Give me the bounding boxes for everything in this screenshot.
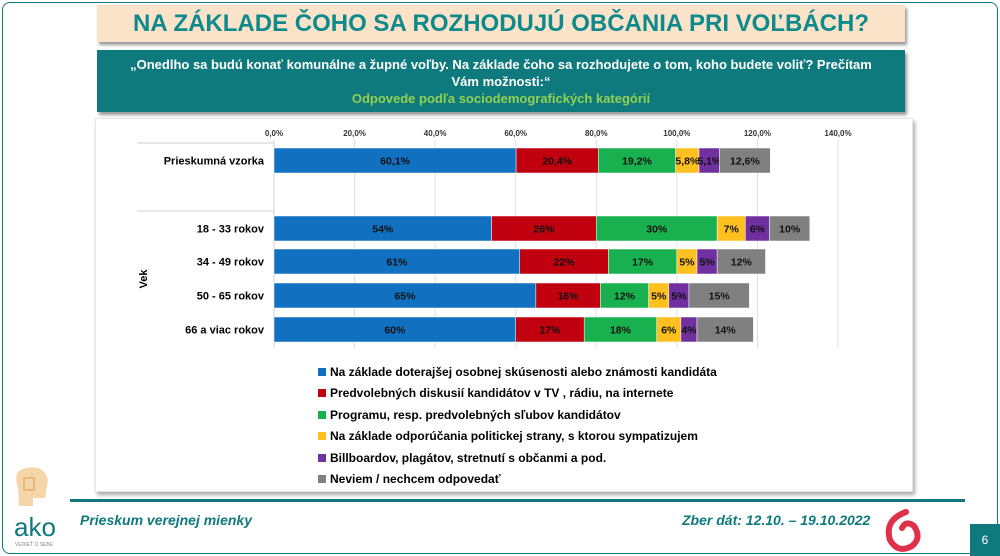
- ako-logo: ako VEDIEŤ O SEBE: [14, 467, 56, 548]
- legend-item: Neviem / nechcem odpovedať: [318, 469, 717, 491]
- data-label: 30%: [646, 224, 668, 236]
- bar-segment: [716, 248, 766, 275]
- category-label: Prieskumná vzorka: [164, 156, 265, 168]
- data-label: 16%: [558, 291, 580, 303]
- data-label: 17%: [632, 257, 654, 269]
- data-label: 12,6%: [730, 156, 760, 168]
- legend-item: Na základe doterajšej osobnej skúsenosti…: [318, 361, 717, 383]
- data-label: 61%: [386, 257, 408, 269]
- x-tick-label: 60,0%: [504, 129, 527, 138]
- data-label: 12%: [614, 291, 636, 303]
- legend-swatch: [318, 410, 326, 419]
- legend-item: Na základe odporúčania politickej strany…: [318, 426, 717, 448]
- legend: Na základe doterajšej osobnej skúsenosti…: [318, 361, 717, 490]
- footer-divider: [70, 499, 965, 502]
- data-label: 5,8%: [675, 156, 700, 168]
- bar-segment: [600, 282, 649, 309]
- data-label: 12%: [731, 257, 753, 269]
- bar-segment: [515, 316, 585, 343]
- data-label: 5%: [651, 291, 667, 303]
- footer-survey-name: Prieskum verejnej mienky: [80, 512, 252, 528]
- bar-segment: [598, 147, 676, 174]
- subtitle: Odpovede podľa sociodemografických kateg…: [351, 91, 651, 106]
- category-label: 66 a viac rokov: [185, 325, 265, 337]
- svg-text:VEDIEŤ O SEBE: VEDIEŤ O SEBE: [15, 540, 54, 548]
- group-label-vek: Vek: [138, 269, 150, 289]
- bar-segment: [519, 248, 609, 275]
- bar-segment: [491, 215, 597, 242]
- data-label: 22%: [554, 257, 576, 269]
- legend-label: Predvolebných diskusií kandidátov v TV ,…: [330, 386, 674, 401]
- category-label: 18 - 33 rokov: [197, 224, 265, 236]
- bar-segment: [745, 215, 770, 242]
- data-label: 19,2%: [622, 156, 652, 168]
- data-label: 14%: [715, 325, 737, 337]
- bar-segment: [596, 215, 718, 242]
- x-tick-label: 140,0%: [824, 129, 851, 138]
- legend-swatch: [318, 432, 326, 441]
- data-label: 7%: [724, 224, 740, 236]
- bar-segment: [688, 282, 750, 309]
- bar-segment: [716, 215, 746, 242]
- legend-item: Programu, resp. predvolebných sľubov kan…: [318, 404, 717, 426]
- legend-label: Neviem / nechcem odpovedať: [330, 472, 501, 487]
- bar-segment: [273, 147, 517, 174]
- data-label: 26%: [533, 224, 555, 236]
- bar-segment: [273, 248, 520, 275]
- question-box: „Onedlho sa budú konať komunálne a župné…: [97, 50, 905, 112]
- x-tick-label: 20,0%: [343, 129, 366, 138]
- data-label: 6%: [750, 224, 766, 236]
- legend-label: Na základe odporúčania politickej strany…: [330, 429, 698, 444]
- category-label: 34 - 49 rokov: [197, 257, 265, 269]
- bar-segment: [608, 248, 678, 275]
- data-label: 54%: [372, 224, 394, 236]
- legend-swatch: [318, 453, 326, 462]
- data-label: 10%: [779, 224, 801, 236]
- legend-item: Billboardov, plagátov, stretnutí s občan…: [318, 447, 717, 469]
- x-tick-label: 80,0%: [585, 129, 608, 138]
- bar-segment: [583, 316, 657, 343]
- data-label: 5,1%: [697, 156, 722, 168]
- bar-segment: [535, 282, 601, 309]
- x-tick-label: 120,0%: [744, 129, 771, 138]
- legend-swatch: [318, 475, 326, 484]
- data-label: 6%: [661, 325, 677, 337]
- legend-label: Na základe doterajšej osobnej skúsenosti…: [330, 364, 717, 379]
- x-tick-label: 40,0%: [424, 129, 447, 138]
- legend-label: Billboardov, plagátov, stretnutí s občan…: [330, 450, 607, 465]
- data-label: 5%: [679, 257, 695, 269]
- bar-segment: [273, 316, 516, 343]
- data-label: 60%: [384, 325, 406, 337]
- data-label: 60,1%: [380, 156, 410, 168]
- x-tick-label: 100,0%: [663, 129, 690, 138]
- data-label: 5%: [671, 291, 687, 303]
- legend-label: Programu, resp. predvolebných sľubov kan…: [330, 407, 621, 422]
- data-label: 20,4%: [542, 156, 572, 168]
- legend-item: Predvolebných diskusií kandidátov v TV ,…: [318, 383, 717, 405]
- legend-swatch: [318, 389, 326, 398]
- bar-segment: [273, 215, 492, 242]
- data-label: 17%: [539, 325, 561, 337]
- x-tick-label: 0,0%: [265, 129, 283, 138]
- page-number: 6: [970, 524, 1000, 556]
- footer-data-collection: Zber dát: 12.10. – 19.10.2022: [682, 512, 871, 528]
- data-label: 4%: [681, 325, 697, 337]
- legend-swatch: [318, 367, 326, 376]
- bar-segment: [719, 147, 771, 174]
- bar-segment: [769, 215, 811, 242]
- bar-segment: [515, 147, 599, 174]
- data-label: 65%: [394, 291, 416, 303]
- data-label: 15%: [709, 291, 731, 303]
- data-label: 5%: [699, 257, 715, 269]
- svg-text:ako: ako: [14, 512, 56, 542]
- bar-segment: [656, 316, 682, 343]
- data-label: 18%: [610, 325, 632, 337]
- question-text: „Onedlho sa budú konať komunálne a župné…: [130, 57, 872, 89]
- slide-title: NA ZÁKLADE ČOHO SA ROZHODUJÚ OBČANIA PRI…: [97, 5, 905, 42]
- bar-segment: [696, 316, 754, 343]
- category-label: 50 - 65 rokov: [197, 291, 265, 303]
